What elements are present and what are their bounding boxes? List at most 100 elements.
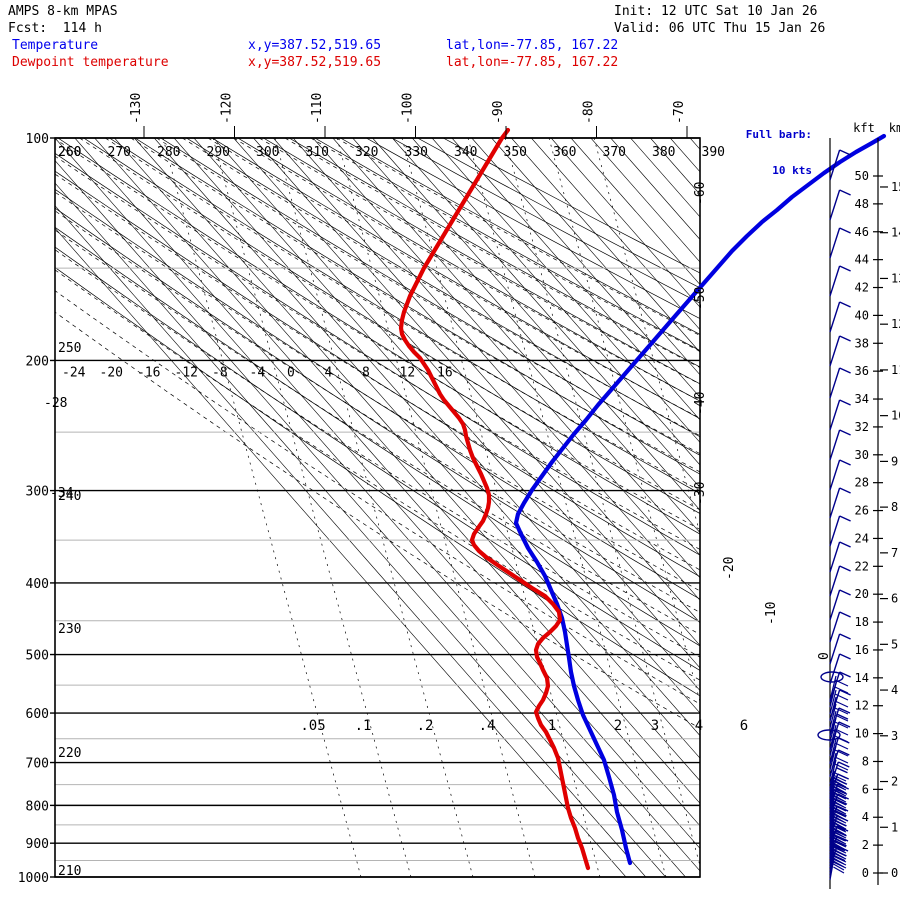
kft-tick-12: 12 — [855, 699, 869, 713]
wind-barb — [829, 682, 849, 708]
theta-top-label-260: 260 — [58, 145, 81, 160]
kft-tick-32: 32 — [855, 420, 869, 434]
km-tick-7: 7. — [891, 546, 900, 560]
wind-barb — [829, 227, 851, 259]
isotherm-right-label--60: -60 — [693, 182, 708, 205]
isotherms — [55, 138, 700, 877]
valid-time: Valid: 06 UTC Thu 15 Jan 26 — [614, 21, 826, 36]
temperature-latlon: lat,lon=-77.85, 167.22 — [446, 38, 619, 53]
wind-barb — [829, 429, 851, 461]
isotherm-left-label--34: -34 — [50, 486, 74, 501]
kft-tick-36: 36 — [855, 364, 869, 378]
wind-barb — [829, 710, 849, 736]
isotherm-200-label-4: 4 — [325, 365, 333, 380]
mixing-ratio-lines — [162, 138, 700, 877]
kft-tick-30: 30 — [855, 448, 869, 462]
mixing-ratio-label-6: 6 — [740, 718, 748, 734]
km-tick-6: 6. — [891, 592, 900, 606]
km-tick-1: 1. — [891, 820, 900, 834]
kft-tick-34: 34 — [855, 392, 869, 406]
km-tick-4: 4. — [891, 683, 900, 697]
isotherm-top-label--130: -130 — [129, 93, 144, 124]
isotherm-200-label--20: -20 — [100, 365, 123, 380]
pressure-label-300: 300 — [26, 485, 49, 500]
theta-top-label-350: 350 — [504, 145, 527, 160]
km-tick-8: 8. — [891, 500, 900, 514]
isotherm-top-label--90: -90 — [491, 101, 506, 124]
wind-barb — [829, 689, 849, 715]
isotherm-200-label--24: -24 — [62, 365, 86, 380]
wind-barb — [829, 696, 849, 722]
model-title: AMPS 8-km MPAS — [8, 4, 118, 19]
theta-top-label-300: 300 — [256, 145, 279, 160]
kft-tick-4: 4 — [862, 810, 869, 824]
pressure-label-400: 400 — [26, 577, 49, 592]
temperature-curve — [513, 133, 887, 866]
kft-axis-title: kft — [853, 121, 875, 135]
mixing-ratio-label-1: 1 — [548, 718, 556, 734]
isotherm-left-label--28: -28 — [44, 396, 67, 411]
theta-top-label-370: 370 — [603, 145, 626, 160]
kft-tick-22: 22 — [855, 559, 869, 573]
barb-note-line1: Full barb: — [745, 128, 812, 141]
mixing-ratio-label-p2: .2 — [417, 718, 434, 734]
isotherm-200-label--8: -8 — [212, 365, 228, 380]
theta-left-label-250: 250 — [58, 341, 81, 356]
pressure-label-200: 200 — [26, 354, 49, 369]
axis-scales — [50, 137, 888, 885]
kft-tick-10: 10 — [855, 727, 869, 741]
wind-barb — [829, 611, 851, 643]
km-tick-11: 11. — [891, 363, 900, 377]
isotherm-right-label--20: -20 — [722, 557, 737, 580]
wind-barb — [829, 515, 851, 547]
isotherm-200-label-8: 8 — [362, 365, 370, 380]
isotherm-top-label--120: -120 — [220, 93, 235, 124]
isotherm-right-label--10: -10 — [764, 602, 779, 625]
wind-barb — [829, 724, 849, 750]
isotherm-200-label--16: -16 — [137, 365, 160, 380]
kft-tick-20: 20 — [855, 587, 869, 601]
temperature-xy: x,y=387.52,519.65 — [248, 38, 382, 53]
isotherm-top-label--100: -100 — [401, 93, 416, 124]
dry-adiabats — [55, 138, 700, 697]
isobars — [55, 137, 700, 878]
wind-barb — [829, 189, 851, 221]
isotherm-top-label--110: -110 — [310, 93, 325, 124]
kft-tick-42: 42 — [855, 281, 869, 295]
pressure-label-100: 100 — [26, 132, 49, 147]
isotherm-right-label--50: -50 — [693, 287, 708, 310]
wind-barb — [829, 459, 851, 491]
isotherm-200-label--4: -4 — [250, 365, 266, 380]
init-time: Init: 12 UTC Sat 10 Jan 26 — [614, 4, 818, 19]
plot-frame — [54, 137, 701, 878]
dewpoint-latlon: lat,lon=-77.85, 167.22 — [446, 55, 619, 70]
wind-barb-pennant — [820, 671, 844, 683]
pressure-label-1000: 1000 — [18, 871, 49, 886]
mixing-ratio-label-4: 4 — [695, 718, 703, 734]
theta-top-label-290: 290 — [207, 145, 230, 160]
kft-tick-46: 46 — [855, 225, 869, 239]
isotherm-200-label-0: 0 — [287, 365, 295, 380]
barb-note-line2: 10 kts — [772, 164, 812, 177]
theta-left-label-210: 210 — [58, 864, 81, 879]
wind-barb — [829, 857, 847, 881]
theta-top-label-360: 360 — [553, 145, 576, 160]
wind-barb — [829, 759, 849, 785]
wind-barb — [829, 738, 849, 764]
kft-tick-14: 14 — [855, 671, 869, 685]
kft-tick-40: 40 — [855, 308, 869, 322]
isotherm-200-label--12: -12 — [175, 365, 198, 380]
wind-barb — [829, 301, 851, 333]
kft-tick-26: 26 — [855, 504, 869, 518]
mixing-ratio-label-2: 2 — [614, 718, 622, 734]
theta-top-label-330: 330 — [405, 145, 428, 160]
pressure-label-600: 600 — [26, 707, 49, 722]
theta-top-label-390: 390 — [702, 145, 725, 160]
theta-left-label-260: 260 — [58, 145, 81, 160]
isotherm-top-label--70: -70 — [672, 101, 687, 124]
km-tick-10: 10. — [891, 409, 900, 423]
theta-top-label-280: 280 — [157, 145, 180, 160]
